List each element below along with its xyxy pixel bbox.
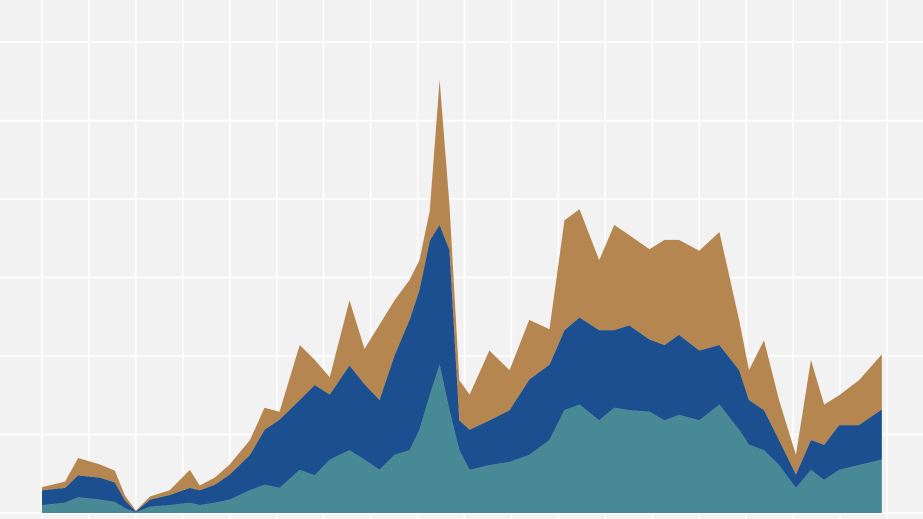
area	[42, 224, 882, 513]
area	[42, 364, 882, 513]
area	[42, 79, 882, 512]
